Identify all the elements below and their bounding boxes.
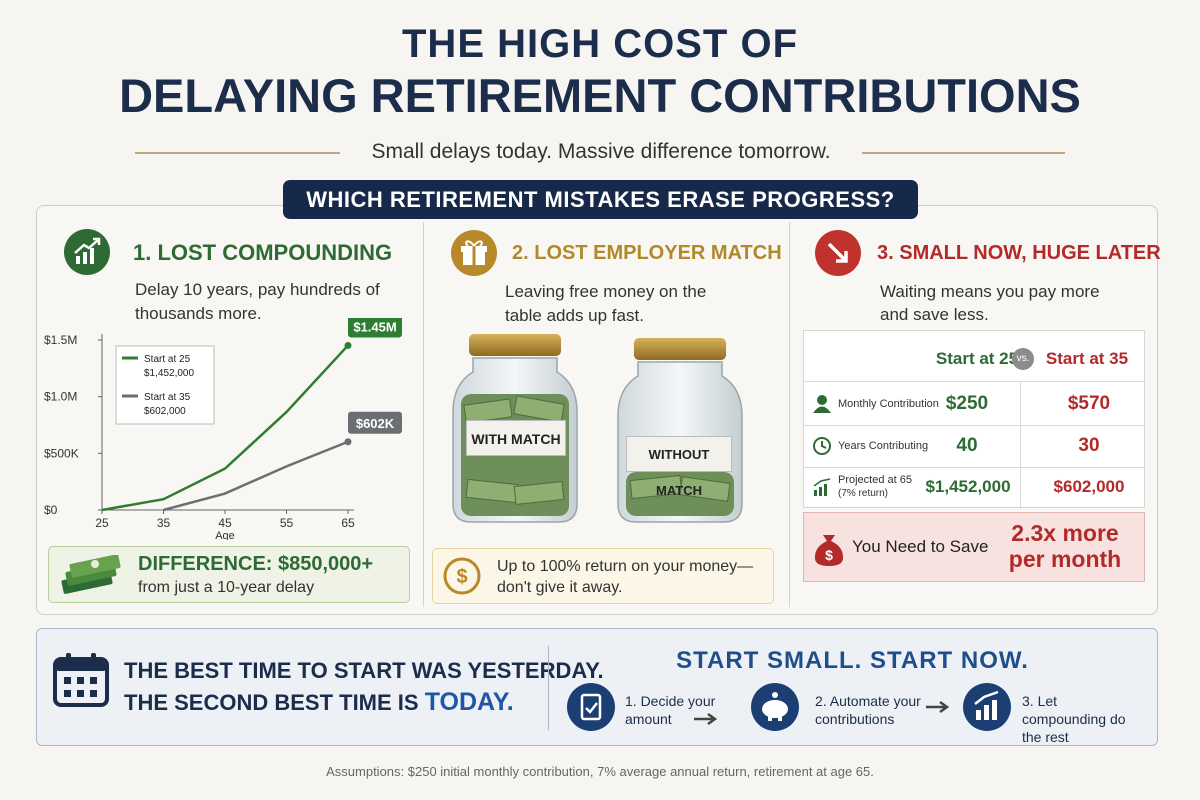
quote-emphasis: TODAY.	[424, 688, 514, 716]
money-bag-icon: $	[814, 535, 844, 566]
divider	[548, 646, 549, 730]
panel-text: Delay 10 years, pay hundreds of thousand…	[135, 280, 380, 323]
step: 3. Let compounding do the rest	[1022, 693, 1126, 745]
row-note: (7% return)	[838, 488, 889, 499]
step: 2. Automate your contributions	[815, 693, 921, 727]
panel-text: Waiting means you pay more and save less…	[880, 282, 1100, 324]
comparison-table: Start at 25 vs. Start at 35 Monthly Cont…	[803, 330, 1145, 509]
col-line	[1020, 381, 1021, 509]
row-label: Projected at 65	[838, 474, 912, 486]
dollar-icon: $	[443, 557, 481, 595]
legend-value: $1,452,000	[144, 368, 194, 379]
cell: $602,000	[1053, 477, 1125, 496]
cell: $250	[945, 393, 989, 414]
svg-text:$: $	[456, 566, 467, 588]
callout	[432, 548, 774, 604]
cell: $1,452,000	[925, 477, 1011, 496]
cell: 40	[956, 435, 978, 456]
result-label: You Need to Save	[852, 537, 989, 556]
legend-value: $602,000	[144, 406, 186, 417]
rule	[135, 152, 340, 154]
callout-text: from just a 10-year delay	[138, 579, 315, 596]
row-line	[804, 425, 1144, 426]
title-line-2: DELAYING RETIREMENT CONTRIBUTIONS	[119, 69, 1081, 122]
series-line	[163, 440, 349, 512]
legend-name: Start at 35	[144, 392, 191, 403]
cash-icon	[61, 555, 121, 594]
result-box	[803, 512, 1145, 582]
row-label: Years Contributing	[838, 440, 929, 452]
rule	[862, 152, 1065, 154]
panel-title: 2. LOST EMPLOYER MATCH	[512, 242, 782, 264]
cell: 30	[1078, 435, 1100, 456]
svg-text:$: $	[825, 547, 833, 563]
assumptions: Assumptions: $250 initial monthly contri…	[326, 764, 874, 779]
cell: $570	[1067, 393, 1111, 414]
divider	[789, 222, 790, 607]
divider	[423, 222, 424, 607]
vs-badge: vs.	[1012, 348, 1034, 370]
arrow	[926, 700, 950, 714]
decline-icon	[815, 230, 861, 276]
x-axis-label: Age	[215, 530, 235, 540]
jar-label: WITH MATCH	[466, 420, 566, 456]
y-tick-label: $0	[44, 503, 58, 517]
title-line-1: THE HIGH COST OF	[402, 22, 798, 66]
quote-line-2: THE SECOND BEST TIME IS TODAY.	[124, 688, 514, 717]
row-line	[804, 381, 1144, 382]
arrow	[694, 712, 718, 726]
end-point	[344, 341, 352, 349]
y-tick-label: $1.0M	[44, 390, 77, 404]
clock-icon	[813, 437, 831, 455]
result-value: 2.3x more per month	[1008, 520, 1122, 572]
growth-icon	[64, 229, 110, 275]
step: 1. Decide your amount	[625, 693, 716, 727]
value-badge	[348, 411, 402, 434]
panel-title: 3. SMALL NOW, HUGE LATER	[877, 242, 1161, 264]
x-tick-label: 25	[95, 516, 109, 530]
line-chart: $0 $500K $1.0M $1.5M 25 35 45 55 65 Age $1.45M $602…	[44, 318, 402, 540]
x-tick-label: 35	[157, 516, 171, 530]
cta: START SMALL. START NOW.	[676, 647, 1029, 674]
person-icon	[813, 395, 831, 413]
piggy-icon	[751, 683, 799, 731]
growth-small-icon	[813, 478, 831, 496]
value-label: $602K	[356, 416, 395, 431]
quote-prefix: THE SECOND BEST TIME IS	[124, 690, 419, 715]
y-tick-label: $1.5M	[44, 333, 77, 347]
legend-name: Start at 25	[144, 354, 191, 365]
x-tick-label: 55	[280, 516, 294, 530]
chart-icon	[963, 683, 1011, 731]
calendar-icon	[53, 653, 109, 707]
column-header: Start at 35	[1045, 349, 1129, 368]
callout-text: Up to 100% return on your money—don't gi…	[497, 558, 754, 596]
column-header: Start at 25	[935, 349, 1019, 368]
row-label: Monthly Contribution	[838, 398, 939, 410]
y-tick-label: $500K	[44, 446, 79, 460]
jar-label: WITHOUT MATCH	[626, 436, 732, 498]
checklist-icon	[567, 683, 615, 731]
panel-title: 1. LOST COMPOUNDING	[133, 240, 393, 265]
quote-line-1: THE BEST TIME TO START WAS YESTERDAY.	[124, 658, 604, 683]
row-line	[804, 467, 1144, 468]
gift-icon	[451, 230, 497, 276]
panel-text: Leaving free money on the table adds up …	[505, 282, 707, 325]
banner: WHICH RETIREMENT MISTAKES ERASE PROGRESS…	[283, 180, 918, 219]
subtitle: Small delays today. Massive difference t…	[371, 140, 831, 163]
x-tick-label: 65	[341, 516, 355, 530]
series-line	[101, 344, 349, 512]
value-badge	[348, 318, 402, 338]
callout-title: DIFFERENCE: $850,000+	[138, 553, 374, 575]
end-point	[344, 438, 352, 446]
value-label: $1.45M	[353, 319, 396, 334]
x-tick-label: 45	[218, 516, 232, 530]
